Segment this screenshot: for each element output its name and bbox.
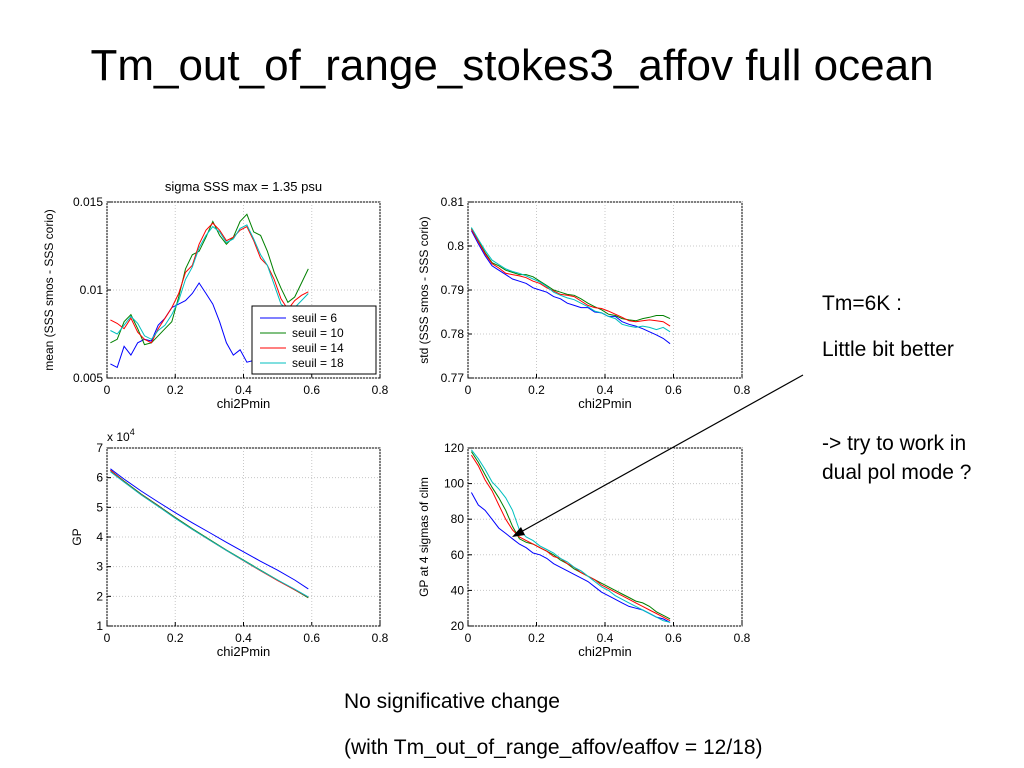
x-tick-label: 0.6 xyxy=(303,383,320,397)
y-tick-label: 0.005 xyxy=(73,371,103,385)
x-tick-label: 0.2 xyxy=(167,383,184,397)
y-tick-label: 0.77 xyxy=(441,371,465,385)
y-tick-label: 20 xyxy=(451,619,465,633)
chart-1 xyxy=(106,201,381,379)
y-tick-label: 5 xyxy=(96,500,103,514)
y-multiplier: x 104 xyxy=(107,427,135,444)
chart-title: sigma SSS max = 1.35 psu xyxy=(165,179,322,194)
y-axis-label: GP xyxy=(70,528,84,545)
x-tick-label: 0.4 xyxy=(597,383,614,397)
y-axis-label: mean (SSS smos - SSS corio) xyxy=(42,209,56,370)
slide-title: Tm_out_of_range_stokes3_affov full ocean xyxy=(90,41,934,90)
y-tick-label: 7 xyxy=(96,441,103,455)
y-tick-label: 0.01 xyxy=(80,283,104,297)
x-tick-label: 0.4 xyxy=(235,383,252,397)
series-line-1 xyxy=(470,230,671,345)
x-tick-label: 0.4 xyxy=(235,631,252,645)
annotation-arrow-head xyxy=(512,527,525,537)
series-line-3 xyxy=(470,229,671,327)
y-tick-label: 3 xyxy=(96,560,103,574)
x-tick-label: 0.6 xyxy=(665,631,682,645)
annotation-arrow-line xyxy=(518,374,804,534)
y-tick-label: 0.8 xyxy=(447,239,464,253)
y-tick-label: 120 xyxy=(444,441,464,455)
y-axis-label: std (SSS smos - SSS corio) xyxy=(417,216,431,363)
y-tick-label: 80 xyxy=(451,512,465,526)
series-line-4 xyxy=(470,227,671,333)
x-tick-label: 0.6 xyxy=(665,383,682,397)
y-tick-label: 1 xyxy=(96,619,103,633)
x-tick-label: 0 xyxy=(465,383,472,397)
y-tick-label: 6 xyxy=(96,471,103,485)
note-tm: Tm=6K : xyxy=(822,292,902,315)
x-axis-label: chi2Pmin xyxy=(217,644,270,659)
x-tick-label: 0.2 xyxy=(167,631,184,645)
x-tick-label: 0.8 xyxy=(734,631,751,645)
series-line-3 xyxy=(470,454,671,622)
y-tick-label: 0.81 xyxy=(441,195,465,209)
series-line-2 xyxy=(470,228,671,322)
y-tick-label: 40 xyxy=(451,583,465,597)
chart-3 xyxy=(106,447,381,627)
series-line-1 xyxy=(470,492,671,623)
x-axis-label: chi2Pmin xyxy=(217,396,270,411)
series-line-4 xyxy=(110,224,309,340)
x-tick-label: 0 xyxy=(104,631,111,645)
plot-frame xyxy=(467,447,743,627)
note-no-change: No significative change xyxy=(344,690,560,713)
x-tick-label: 0 xyxy=(465,631,472,645)
x-tick-label: 0.2 xyxy=(528,383,545,397)
legend-label: seuil = 14 xyxy=(292,341,344,355)
y-tick-label: 0.015 xyxy=(73,195,103,209)
series-line-3 xyxy=(110,222,309,344)
plot-frame xyxy=(106,447,381,627)
chart-4 xyxy=(467,447,743,627)
note-dual: dual pol mode ? xyxy=(822,461,972,484)
legend-label: seuil = 6 xyxy=(292,311,337,325)
note-better: Little bit better xyxy=(822,338,954,361)
chart-2 xyxy=(467,201,743,379)
series-line-4 xyxy=(110,471,309,598)
y-tick-label: 4 xyxy=(96,530,103,544)
note-try: -> try to work in xyxy=(822,432,967,455)
x-tick-label: 0.8 xyxy=(734,383,751,397)
series-line-2 xyxy=(110,213,309,346)
x-axis-label: chi2Pmin xyxy=(578,644,631,659)
x-tick-label: 0.6 xyxy=(303,631,320,645)
legend-label: seuil = 10 xyxy=(292,326,344,340)
series-line-1 xyxy=(110,468,309,590)
y-tick-label: 60 xyxy=(451,548,465,562)
x-tick-label: 0 xyxy=(104,383,111,397)
y-tick-label: 100 xyxy=(444,477,464,491)
y-axis-label: GP at 4 sigmas of clim xyxy=(417,477,431,597)
legend-label: seuil = 18 xyxy=(292,356,344,370)
y-tick-label: 2 xyxy=(96,589,103,603)
x-tick-label: 0.8 xyxy=(372,383,389,397)
y-tick-label: 0.79 xyxy=(441,283,465,297)
series-line-4 xyxy=(471,449,671,623)
series-line-2 xyxy=(470,451,671,620)
x-axis-label: chi2Pmin xyxy=(578,396,631,411)
x-tick-label: 0.4 xyxy=(597,631,614,645)
x-tick-label: 0.2 xyxy=(528,631,545,645)
x-tick-label: 0.8 xyxy=(372,631,389,645)
y-tick-label: 0.78 xyxy=(441,327,465,341)
note-with: (with Tm_out_of_range_affov/eaffov = 12/… xyxy=(344,736,763,759)
